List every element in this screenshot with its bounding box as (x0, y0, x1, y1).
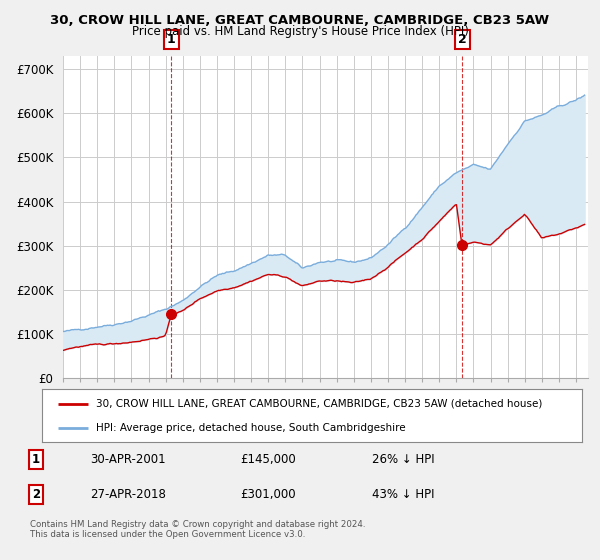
Text: 1: 1 (32, 454, 40, 466)
Text: 26% ↓ HPI: 26% ↓ HPI (372, 454, 434, 466)
Text: 2: 2 (458, 32, 466, 46)
Text: 30, CROW HILL LANE, GREAT CAMBOURNE, CAMBRIDGE, CB23 5AW: 30, CROW HILL LANE, GREAT CAMBOURNE, CAM… (50, 14, 550, 27)
Text: 27-APR-2018: 27-APR-2018 (90, 488, 166, 501)
Text: HPI: Average price, detached house, South Cambridgeshire: HPI: Average price, detached house, Sout… (96, 423, 406, 433)
Text: £145,000: £145,000 (240, 454, 296, 466)
Text: Contains HM Land Registry data © Crown copyright and database right 2024.
This d: Contains HM Land Registry data © Crown c… (30, 520, 365, 539)
Text: Price paid vs. HM Land Registry's House Price Index (HPI): Price paid vs. HM Land Registry's House … (131, 25, 469, 38)
Text: 2: 2 (32, 488, 40, 501)
Text: 43% ↓ HPI: 43% ↓ HPI (372, 488, 434, 501)
Text: £301,000: £301,000 (240, 488, 296, 501)
Text: 30-APR-2001: 30-APR-2001 (90, 454, 166, 466)
Text: 1: 1 (167, 32, 176, 46)
Text: 30, CROW HILL LANE, GREAT CAMBOURNE, CAMBRIDGE, CB23 5AW (detached house): 30, CROW HILL LANE, GREAT CAMBOURNE, CAM… (96, 399, 542, 409)
